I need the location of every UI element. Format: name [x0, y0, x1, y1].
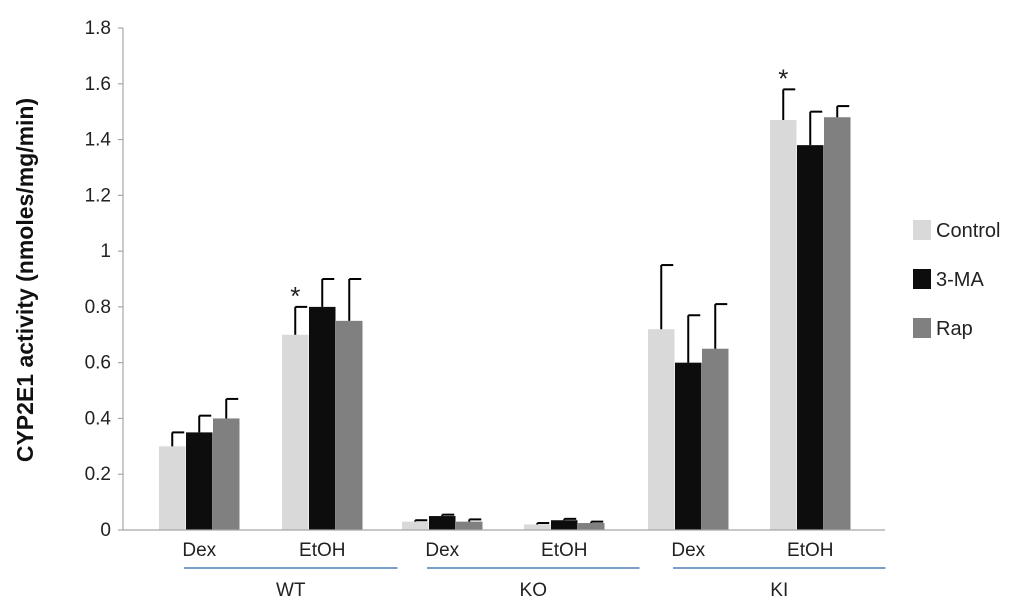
- bar-3-ma: [797, 145, 824, 530]
- bar-control: [524, 524, 551, 530]
- x-category-label: EtOH: [541, 540, 587, 561]
- x-group-label: WT: [276, 580, 306, 601]
- x-category-label: Dex: [671, 540, 705, 561]
- bar-3-ma: [551, 520, 578, 530]
- bar-control: [282, 334, 309, 530]
- x-axis: Dex EtOH Dex EtOH Dex EtOH WT KO KI: [123, 529, 886, 601]
- legend-swatch: [913, 318, 931, 338]
- bar-rap: [456, 521, 483, 530]
- significance-star: *: [290, 281, 300, 311]
- legend-label: 3-MA: [936, 269, 984, 291]
- bar-rap: [578, 523, 605, 530]
- legend-swatch: [913, 220, 931, 240]
- bars: **: [159, 63, 851, 531]
- x-group-label: KI: [770, 580, 788, 601]
- bar-rap: [702, 348, 729, 530]
- y-tick-label: 0: [100, 520, 111, 541]
- significance-star: *: [778, 63, 788, 93]
- y-tick-label: 1.6: [85, 74, 111, 95]
- legend-label: Rap: [936, 318, 973, 340]
- x-group-label: KO: [520, 580, 547, 601]
- bar-rap: [336, 320, 363, 530]
- bar-3-ma: [309, 306, 336, 530]
- bar-control: [402, 521, 429, 530]
- y-tick-label: 0.8: [85, 297, 111, 318]
- y-tick-label: 1.8: [85, 18, 111, 39]
- y-axis: 0 0.2 0.4 0.6 0.8 1 1.2 1.4 1.6 1.8: [85, 18, 124, 541]
- y-tick-label: 0.4: [85, 408, 112, 429]
- x-category-label: EtOH: [299, 540, 345, 561]
- y-tick-label: 1.4: [85, 130, 112, 151]
- x-category-label: Dex: [425, 540, 459, 561]
- bar-control: [648, 329, 675, 530]
- bar-control: [770, 120, 797, 531]
- y-tick-label: 0.2: [85, 464, 111, 485]
- legend-swatch: [913, 269, 931, 289]
- bar-rap: [824, 117, 851, 530]
- y-tick-label: 1.2: [85, 185, 111, 206]
- y-tick-label: 1: [100, 241, 111, 262]
- legend-label: Control: [936, 220, 1000, 242]
- x-category-label: Dex: [182, 540, 216, 561]
- y-tick-label: 0.6: [85, 353, 111, 374]
- bar-rap: [213, 418, 240, 530]
- bar-3-ma: [429, 516, 456, 530]
- x-category-label: EtOH: [787, 540, 833, 561]
- bar-3-ma: [186, 432, 213, 530]
- bar-control: [159, 446, 186, 530]
- bar-3-ma: [675, 362, 702, 530]
- y-axis-label: CYP2E1 activity (nmoles/mg/min): [12, 98, 38, 462]
- legend: Control 3-MA Rap: [913, 220, 1000, 340]
